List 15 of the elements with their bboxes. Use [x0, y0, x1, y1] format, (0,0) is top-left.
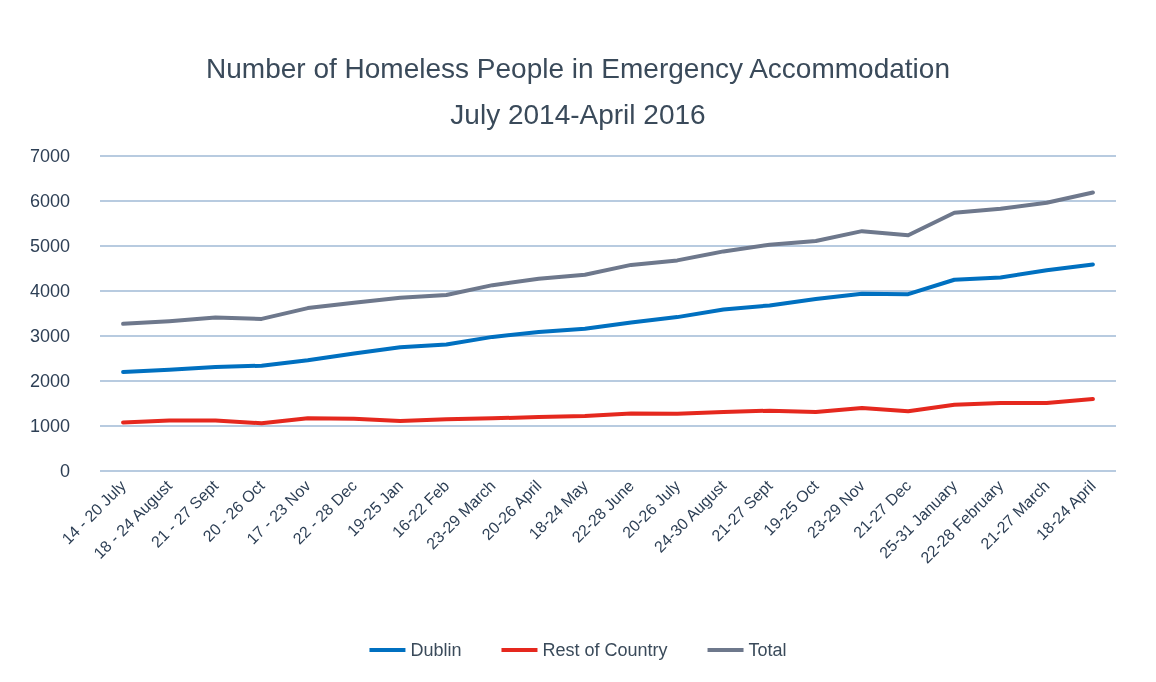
line-series — [121, 190, 1095, 326]
y-tick-label: 6000 — [29, 191, 70, 211]
legend-label: Rest of Country — [542, 640, 668, 660]
y-tick-label: 5000 — [29, 236, 70, 256]
y-tick-label: 7000 — [29, 146, 70, 166]
legend-label: Total — [748, 640, 787, 660]
chart-title: Number of Homeless People in Emergency Accommodation July 2014-April 2016 — [206, 52, 950, 130]
y-tick-label: 1000 — [29, 416, 70, 436]
y-tick-label: 3000 — [29, 326, 70, 346]
line-series — [121, 397, 1095, 426]
y-tick-label: 0 — [59, 461, 70, 481]
y-tick-label: 2000 — [29, 371, 70, 391]
legend-label: Dublin — [410, 640, 462, 660]
line-series — [121, 262, 1095, 374]
y-tick-label: 4000 — [29, 281, 70, 301]
